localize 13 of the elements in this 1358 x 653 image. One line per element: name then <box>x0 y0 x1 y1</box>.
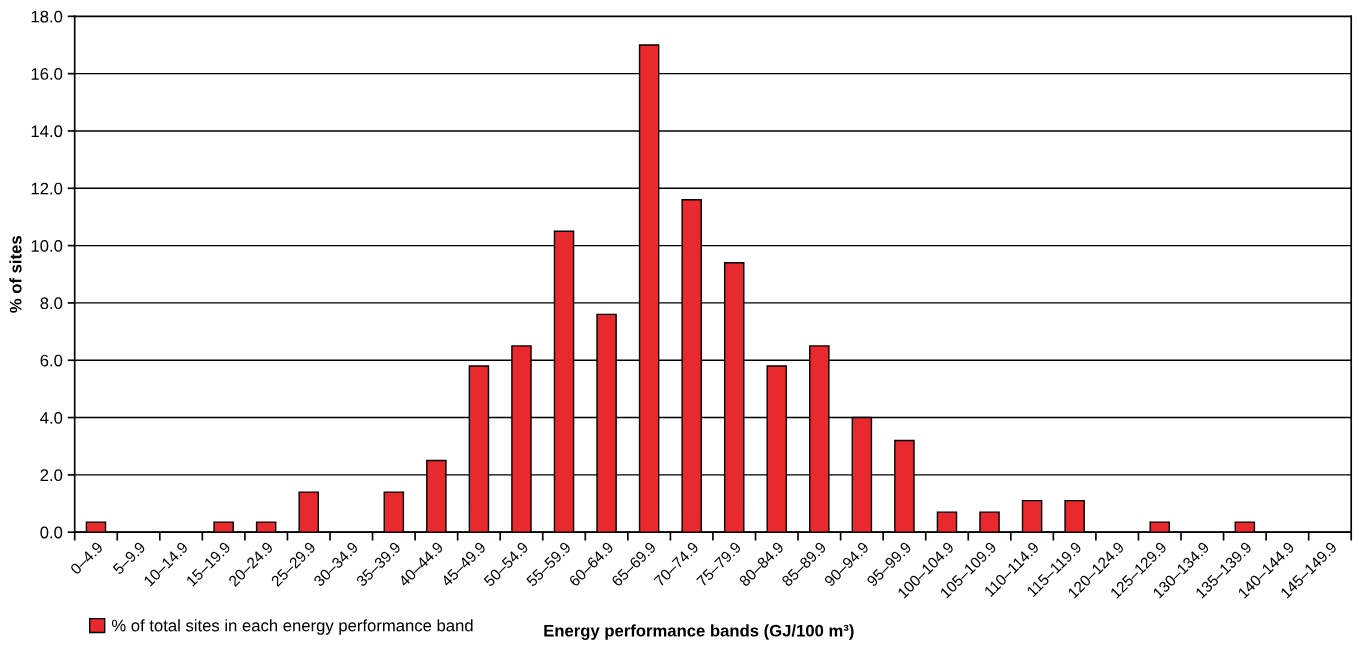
y-tick-label: 18.0 <box>31 10 63 23</box>
y-tick-label: 6.0 <box>40 354 63 367</box>
y-tick-label: 10.0 <box>31 240 63 252</box>
y-tick-label: 16.0 <box>31 68 63 80</box>
y-axis-title: % of sites <box>9 236 22 313</box>
y-tick-label: 8.0 <box>40 297 63 310</box>
y-tick-label: 12.0 <box>31 182 63 195</box>
y-tick-label: 0.0 <box>40 526 63 539</box>
y-tick-label: 2.0 <box>40 469 63 482</box>
y-tick-label: 14.0 <box>31 125 63 138</box>
x-axis-title: Energy performance bands (GJ/100 m³) <box>544 624 854 640</box>
legend-label: % of total sites in each energy performance band <box>111 619 473 635</box>
y-tick-label: 4.0 <box>40 411 63 424</box>
